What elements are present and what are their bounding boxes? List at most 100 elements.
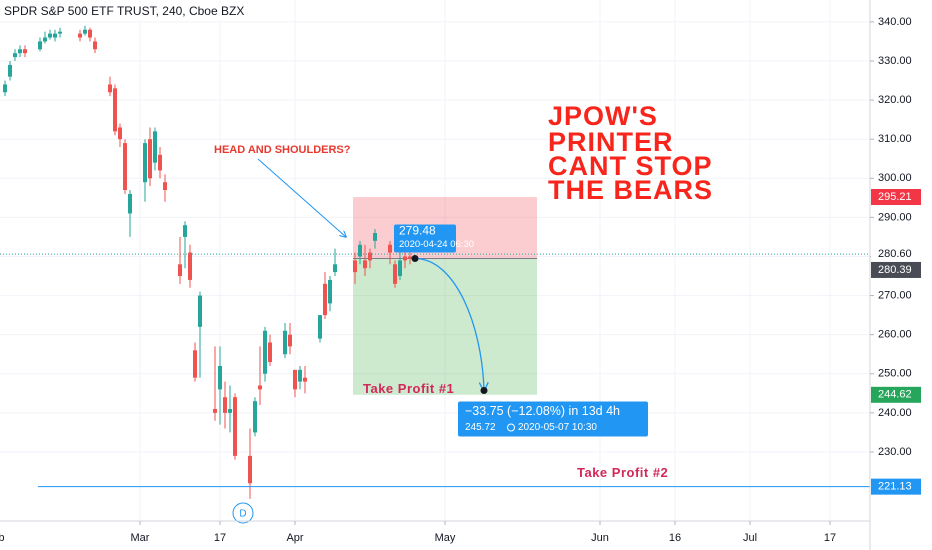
candle-body: [78, 33, 82, 38]
candle-body: [188, 252, 192, 280]
candle-body: [213, 408, 217, 413]
target-zone: [353, 258, 537, 395]
candle-body: [408, 256, 412, 259]
candle-body: [108, 84, 112, 93]
candle-body: [373, 233, 377, 241]
candle-body: [228, 408, 232, 413]
entry-price: 279.48: [399, 224, 436, 238]
result-text: −33.75 (−12.08%) in 13d 4h: [465, 404, 620, 418]
candle-body: [3, 84, 7, 93]
candle-body: [113, 88, 117, 132]
take-profit-2-label: 221.13: [878, 481, 912, 493]
stop-label: 295.21: [878, 191, 912, 203]
candle-body: [283, 330, 287, 355]
candle-body: [13, 53, 17, 58]
prev-price-badge: [871, 261, 921, 278]
candle-body: [153, 131, 157, 163]
x-tick-label: 16: [669, 532, 681, 544]
pattern-note: HEAD AND SHOULDERS?: [214, 144, 351, 156]
candle-body: [178, 264, 182, 277]
candle-body: [333, 264, 337, 273]
candle-body: [323, 283, 327, 316]
entry-point: [411, 255, 419, 263]
x-tick-label: Mar: [131, 532, 150, 544]
candle-body: [218, 365, 222, 390]
dividend-marker: [232, 502, 254, 524]
y-tick-label: 340.00: [878, 16, 912, 28]
y-tick-label: 300.00: [878, 172, 912, 184]
y-tick-label: 310.00: [878, 133, 912, 145]
x-tick-label: 17: [214, 532, 226, 544]
candle-body: [53, 33, 57, 38]
y-tick-label: 330.00: [878, 55, 912, 67]
candle-body: [288, 334, 292, 347]
target-label: 244.62: [878, 389, 912, 401]
candle-body: [253, 401, 257, 433]
candle-body: [93, 41, 97, 50]
result-time: 2020-05-07 10:30: [518, 422, 597, 433]
take-profit-1-label: Take Profit #1: [363, 381, 454, 396]
x-tick-label: Jun: [591, 532, 609, 544]
x-tick-label: Apr: [286, 532, 303, 544]
candle-body: [263, 330, 267, 374]
x-tick-label: Feb: [0, 532, 4, 544]
candle-body: [183, 225, 187, 237]
x-tick-label: 17: [824, 532, 836, 544]
y-tick-label: 260.00: [878, 329, 912, 341]
candle-body: [43, 37, 47, 42]
header-bg: [0, 3, 262, 21]
candle-body: [38, 41, 42, 50]
entry-tooltip: [394, 224, 456, 253]
candle-body: [123, 143, 127, 191]
target-badge: [871, 386, 921, 403]
chart-title: SPDR S&P 500 ETF TRUST, 240, Cboe BZX: [4, 4, 244, 18]
headline-line: CANT STOP: [548, 151, 713, 181]
candle-body: [193, 350, 197, 378]
prev-price-label: 280.39: [878, 264, 912, 276]
headline-line: THE BEARS: [548, 175, 713, 205]
candle-body: [388, 244, 392, 253]
stop-badge: [871, 189, 921, 206]
x-tick-label: May: [435, 532, 456, 544]
last-price-badge: [871, 246, 921, 263]
x-tick-label: Jul: [743, 532, 757, 544]
candle-body: [88, 29, 92, 38]
candle-body: [143, 143, 147, 183]
y-tick-label: 240.00: [878, 407, 912, 419]
result-tooltip: [458, 401, 648, 437]
headline-line: JPOW'S: [548, 101, 658, 131]
result-point: [480, 387, 488, 395]
candle-body: [23, 49, 27, 54]
take-profit-2-badge: [871, 478, 921, 495]
candle-body: [248, 455, 252, 484]
candle-body: [83, 29, 87, 34]
candle-body: [398, 260, 402, 277]
pattern-arrow: [257, 158, 346, 237]
y-tick-label: 320.00: [878, 94, 912, 106]
y-tick-label: 230.00: [878, 446, 912, 458]
headline-line: PRINTER: [548, 127, 674, 157]
candle-body: [268, 342, 272, 363]
candle-body: [318, 315, 322, 339]
candle-body: [393, 264, 397, 284]
result-price: 245.72: [465, 422, 496, 433]
candle-body: [158, 154, 162, 171]
candle-body: [148, 139, 152, 179]
candle-body: [48, 33, 52, 38]
candle-body: [18, 49, 22, 54]
take-profit-2-label: Take Profit #2: [577, 465, 668, 480]
candle-body: [118, 127, 122, 140]
candle-body: [403, 256, 407, 261]
candle-body: [258, 385, 262, 390]
candle-body: [363, 260, 367, 269]
candle-body: [358, 244, 362, 257]
entry-time: 2020-04-24 06:30: [399, 239, 474, 250]
y-tick-label: 250.00: [878, 368, 912, 380]
candle-body: [8, 64, 12, 77]
y-tick-label: 290.00: [878, 211, 912, 223]
projection-arrow: [414, 257, 484, 391]
candle-body: [128, 193, 132, 214]
candle-body: [233, 397, 237, 456]
